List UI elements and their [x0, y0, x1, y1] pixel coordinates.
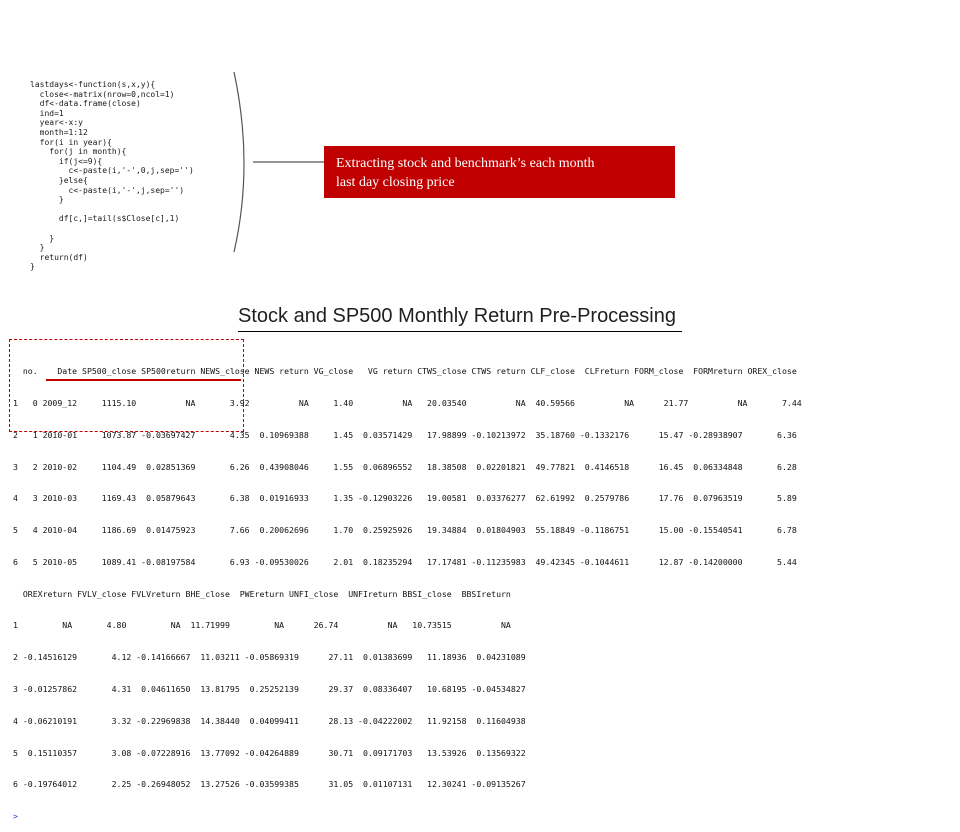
console-row: 1 0 2009_12 1115.10 NA 3.92 NA 1.40 NA 2… — [13, 397, 802, 408]
console-row: 6 -0.19764012 2.25 -0.26948052 13.27526 … — [13, 779, 526, 790]
code-line: lastdays<-function(s,x,y){ — [30, 80, 156, 89]
code-line: ind=1 — [39, 108, 64, 118]
r-code-block: lastdays<-function(s,x,y){ close<-matrix… — [30, 80, 194, 272]
code-line: c<-paste(i,'-',0,j,sep='') — [68, 166, 194, 176]
console-row: 5 4 2010-04 1186.69 0.01475923 7.66 0.20… — [13, 525, 797, 536]
code-line: }else{ — [58, 175, 88, 185]
code-line: for(j in month){ — [49, 147, 127, 157]
console-row: 1 NA 4.80 NA 11.71999 NA 26.74 NA 10.735… — [13, 620, 511, 631]
code-line: for(i in year){ — [39, 137, 112, 147]
callout-line-1: Extracting stock and benchmark’s each mo… — [336, 156, 595, 171]
code-line: } — [49, 233, 55, 243]
console-row: 3 -0.01257862 4.31 0.04611650 13.81795 0… — [13, 684, 526, 694]
code-line: year<-x:y — [39, 118, 83, 128]
brace-connector — [233, 71, 324, 253]
code-line: c<-paste(i,'-',j,sep='') — [68, 185, 185, 195]
code-line: return(df) — [39, 252, 88, 262]
code-line: if(j<=9){ — [58, 156, 103, 166]
code-line: } — [58, 195, 64, 205]
console-row: 6 5 2010-05 1089.41 -0.08197584 6.93 -0.… — [13, 556, 797, 567]
console-row: 2 -0.14516129 4.12 -0.14166667 11.03211 … — [13, 652, 526, 663]
console-prompt[interactable]: > — [13, 811, 18, 822]
code-line: } — [30, 262, 35, 272]
console-row: 2 1 2010-01 1073.87 -0.03697427 4.35 0.1… — [13, 429, 797, 440]
code-line: } — [39, 243, 45, 253]
console-row: no. Date SP500_close SP500return NEWS_cl… — [13, 366, 797, 377]
code-line: month=1:12 — [39, 127, 88, 137]
slide-title: Stock and SP500 Monthly Return Pre-Proce… — [238, 305, 676, 327]
title-underline — [238, 331, 682, 332]
console-row: 4 -0.06210191 3.32 -0.22969838 14.38440 … — [13, 715, 526, 726]
console-row: OREXreturn FVLV_close FVLVreturn BHE_clo… — [13, 588, 511, 599]
callout-box: Extracting stock and benchmark’s each mo… — [324, 146, 675, 198]
code-line: close<-matrix(nrow=0,ncol=1) — [39, 89, 175, 99]
highlight-box — [9, 339, 244, 432]
highlight-underline — [46, 379, 241, 381]
console-row: 5 0.15110357 3.08 -0.07228916 13.77092 -… — [13, 747, 526, 758]
callout-line-2: last day closing price — [336, 175, 455, 190]
console-row: 3 2 2010-02 1104.49 0.02851369 6.26 0.43… — [13, 461, 797, 472]
code-line: df<-data.frame(close) — [39, 99, 141, 109]
console-row: 4 3 2010-03 1169.43 0.05879643 6.38 0.01… — [13, 493, 797, 504]
code-line: df[c,]=tail(s$Close[c],1) — [58, 214, 180, 224]
